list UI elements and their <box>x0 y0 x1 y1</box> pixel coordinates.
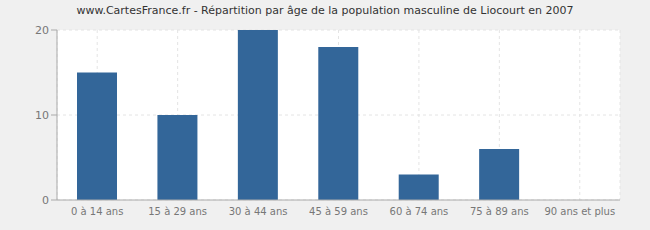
svg-text:15 à 29 ans: 15 à 29 ans <box>148 206 207 217</box>
svg-text:75 à 89 ans: 75 à 89 ans <box>470 206 529 217</box>
html-text:www.CartesFrance.fr - Répartit: www.CartesFrance.fr - Répartition par âg… <box>76 4 574 17</box>
svg-text:20: 20 <box>35 24 49 37</box>
svg-text:0: 0 <box>42 194 49 207</box>
svg-text:45 à 59 ans: 45 à 59 ans <box>309 206 368 217</box>
svg-text:30 à 44 ans: 30 à 44 ans <box>229 206 288 217</box>
svg-text:90 ans et plus: 90 ans et plus <box>544 206 615 217</box>
svg-text:0 à 14 ans: 0 à 14 ans <box>71 206 123 217</box>
svg-text:60 à 74 ans: 60 à 74 ans <box>390 206 449 217</box>
svg-text:10: 10 <box>35 109 49 122</box>
